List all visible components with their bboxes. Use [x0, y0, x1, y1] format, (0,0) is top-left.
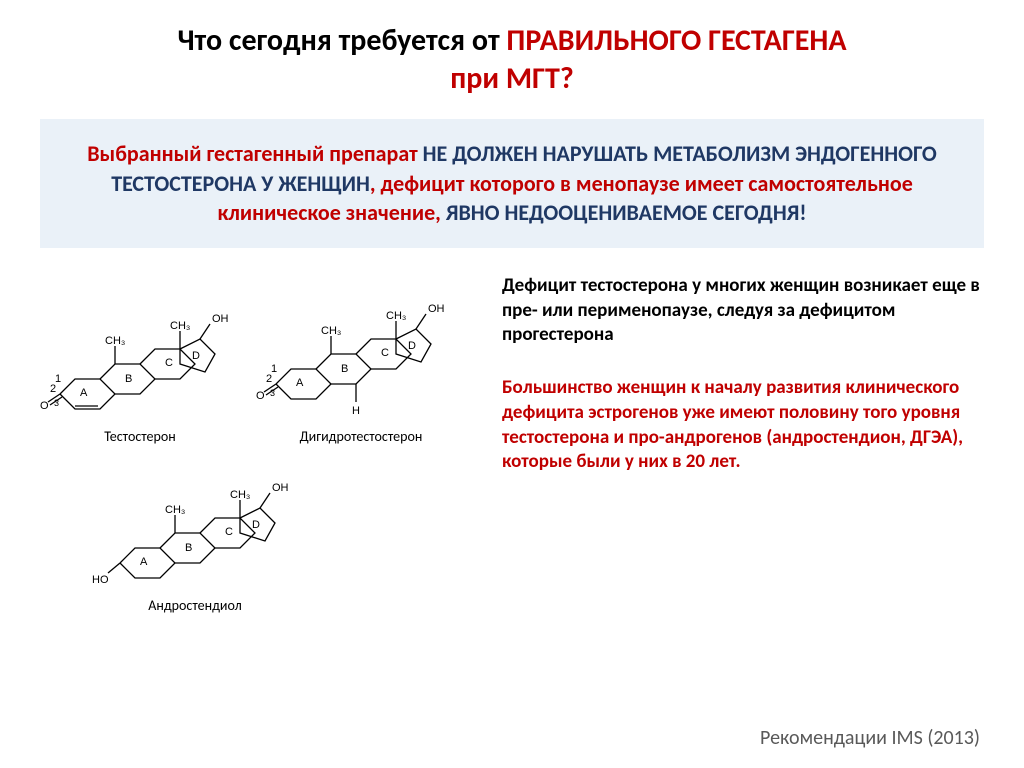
body-area: O A B C D CH₃ CH₃ OH 1 2 3 Тестостерон — [40, 274, 984, 614]
structures-row-1: O A B C D CH₃ CH₃ OH 1 2 3 Тестостерон — [40, 274, 480, 445]
svg-text:HO: HO — [92, 574, 109, 586]
svg-text:CH₃: CH₃ — [230, 489, 250, 501]
testosterone-svg: O A B C D CH₃ CH₃ OH 1 2 3 — [40, 284, 240, 424]
androstenediol-label: Андростендиол — [148, 597, 241, 614]
text-column: Дефицит тестостерона у многих женщин воз… — [502, 274, 984, 614]
svg-text:A: A — [296, 377, 304, 389]
svg-text:D: D — [252, 519, 260, 531]
svg-text:2: 2 — [266, 373, 272, 385]
svg-text:B: B — [341, 363, 348, 375]
key-statement-box: Выбранный гестагенный препарат НЕ ДОЛЖЕН… — [40, 119, 984, 248]
svg-text:3: 3 — [54, 398, 59, 408]
svg-text:3: 3 — [270, 388, 275, 398]
svg-text:CH₃: CH₃ — [170, 320, 190, 332]
androstenediol-svg: HO A B C D CH₃ CH₃ OH — [90, 453, 300, 593]
stmt-1: Выбранный гестагенный препарат — [87, 140, 422, 167]
svg-text:A: A — [140, 556, 148, 568]
svg-text:CH₃: CH₃ — [105, 335, 125, 347]
title-part3: при МГТ? — [450, 60, 574, 97]
svg-text:CH₃: CH₃ — [386, 310, 406, 322]
molecule-androstenediol: HO A B C D CH₃ CH₃ OH Андростендиол — [90, 453, 300, 614]
svg-text:CH₃: CH₃ — [165, 504, 185, 516]
svg-text:A: A — [80, 387, 88, 399]
chemical-structures: O A B C D CH₃ CH₃ OH 1 2 3 Тестостерон — [40, 274, 480, 614]
dht-label: Дигидротестостерон — [300, 428, 423, 445]
citation: Рекомендации IMS (2013) — [760, 726, 980, 750]
svg-text:OH: OH — [272, 482, 289, 494]
svg-text:D: D — [192, 350, 200, 362]
title-part1: Что сегодня требуется от — [177, 22, 506, 59]
paragraph-majority: Большинство женщин к началу развития кли… — [502, 376, 984, 475]
testosterone-label: Тестостерон — [104, 428, 176, 445]
svg-text:O: O — [40, 400, 49, 412]
svg-text:B: B — [125, 373, 132, 385]
svg-text:CH₃: CH₃ — [321, 325, 341, 337]
svg-text:OH: OH — [212, 313, 229, 325]
structures-row-2: HO A B C D CH₃ CH₃ OH Андростендиол — [40, 453, 480, 614]
paragraph-deficit: Дефицит тестостерона у многих женщин воз… — [502, 274, 984, 348]
svg-text:B: B — [185, 542, 192, 554]
dht-svg: O A B C D CH₃ CH₃ OH H 1 2 3 — [256, 274, 466, 424]
molecule-testosterone: O A B C D CH₃ CH₃ OH 1 2 3 Тестостерон — [40, 284, 240, 445]
slide-title: Что сегодня требуется от ПРАВИЛЬНОГО ГЕС… — [40, 22, 984, 97]
svg-text:H: H — [352, 405, 360, 417]
svg-text:C: C — [225, 526, 233, 538]
svg-text:OH: OH — [428, 303, 445, 315]
svg-text:O: O — [256, 390, 265, 402]
svg-text:C: C — [381, 347, 389, 359]
svg-text:C: C — [165, 357, 173, 369]
svg-text:D: D — [408, 340, 416, 352]
title-part2: ПРАВИЛЬНОГО ГЕСТАГЕНА — [506, 22, 846, 59]
molecule-dihydrotestosterone: O A B C D CH₃ CH₃ OH H 1 2 3 Дигидротест — [256, 274, 466, 445]
svg-text:2: 2 — [50, 383, 56, 395]
stmt-4: ЯВНО НЕДООЦЕНИВАЕМОЕ СЕГОДНЯ! — [446, 199, 807, 226]
